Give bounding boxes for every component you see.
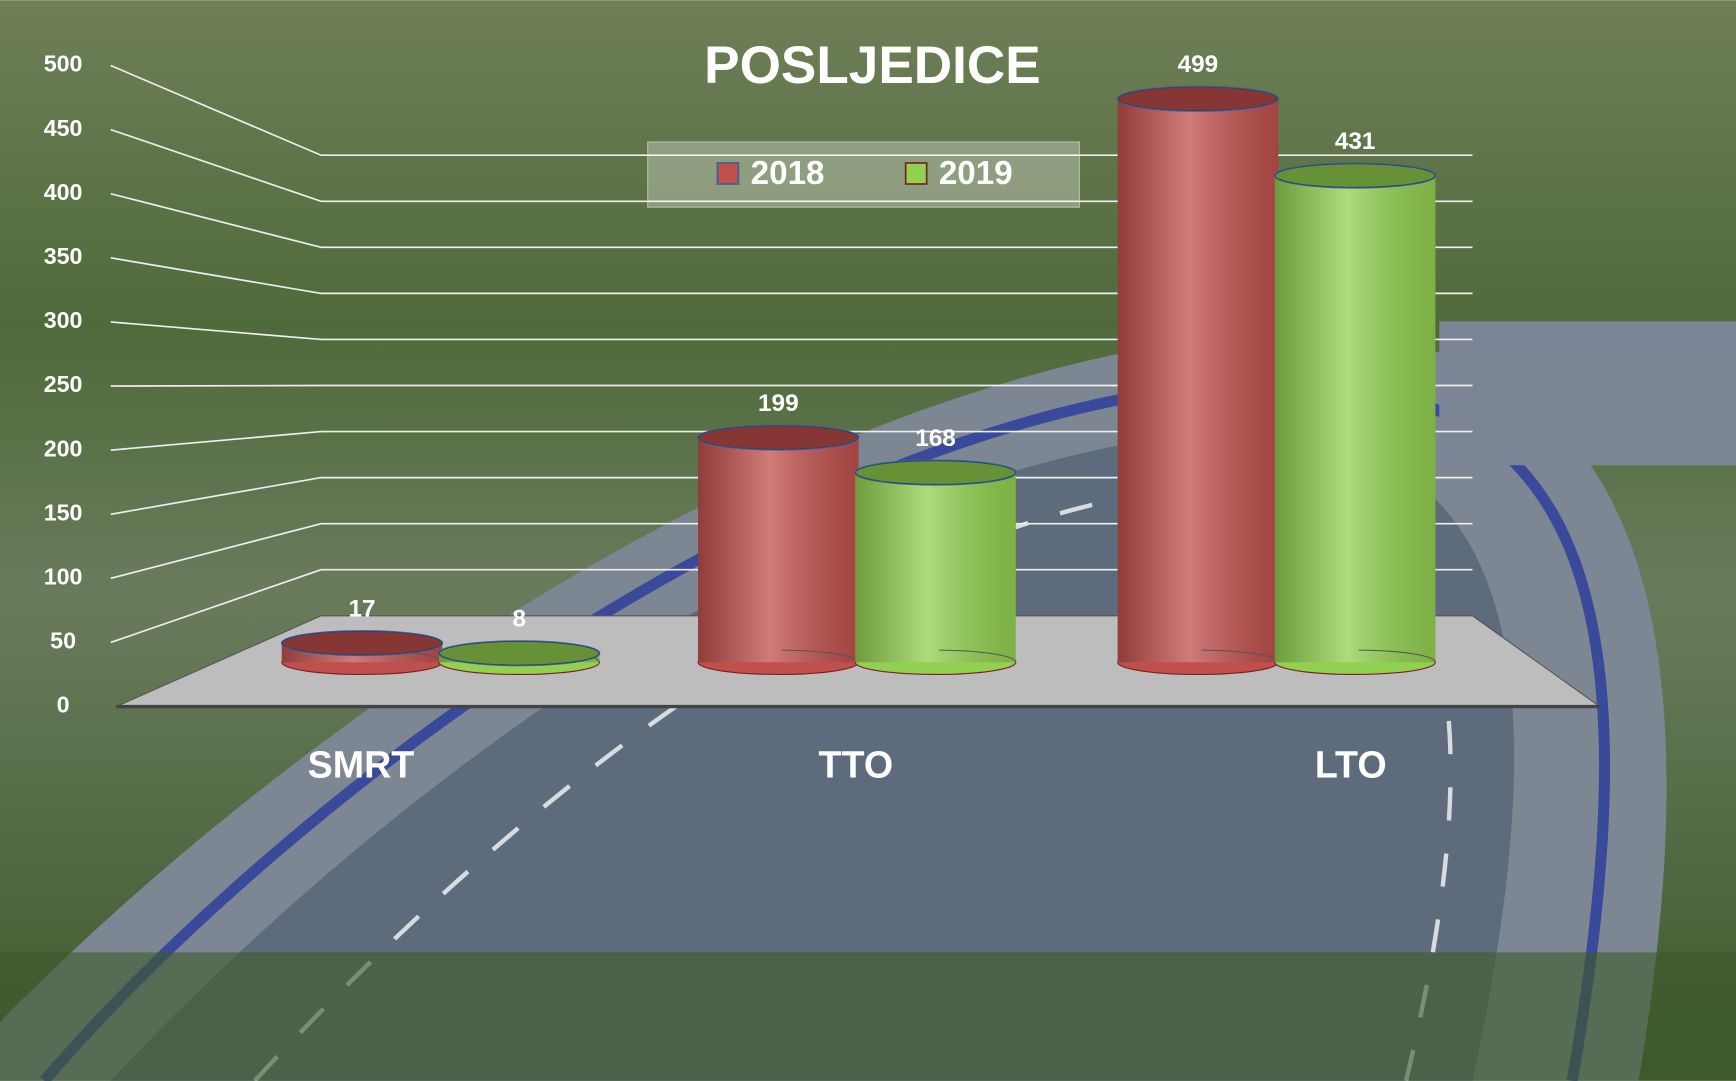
cylinder-top-shade (439, 641, 600, 665)
cylinder-top-shade (855, 460, 1016, 484)
cylinder (1118, 87, 1279, 675)
y-tick-label: 50 (50, 628, 76, 654)
page: {"chart_data": {"type": "bar", "title": … (0, 0, 1736, 1081)
x-tick-label: TTO (819, 743, 894, 785)
cylinder (698, 425, 859, 674)
chart-title: POSLJEDICE (704, 36, 1041, 95)
y-tick-label: 300 (44, 307, 83, 333)
y-tick-label: 100 (44, 564, 83, 590)
y-tick-label: 0 (57, 692, 70, 718)
legend: 2018 2019 (648, 142, 1080, 207)
x-tick-label: LTO (1315, 743, 1387, 785)
cylinder (1275, 163, 1436, 674)
cylinder-shine (1118, 99, 1279, 663)
chart: 17 199 499 8 168 431 POSLJEDICE 2018 2019 0 50 1… (0, 0, 1736, 1081)
cylinder-shine (855, 473, 1016, 663)
y-tick-label: 250 (44, 371, 83, 397)
value-label: 8 (512, 605, 526, 632)
value-label: 199 (758, 390, 799, 417)
cylinder-shine (698, 438, 859, 663)
cylinder-shine (1275, 176, 1436, 663)
value-label: 168 (915, 425, 956, 452)
cylinder-top-shade (1275, 163, 1436, 187)
legend-box (648, 142, 1080, 207)
cylinder (855, 460, 1016, 674)
legend-label: 2019 (939, 155, 1013, 192)
y-tick-label: 450 (44, 115, 83, 141)
y-tick-label: 400 (44, 179, 83, 205)
y-tick-label: 200 (44, 435, 83, 461)
cylinder-top-shade (1118, 87, 1279, 111)
cylinder-top-shade (698, 425, 859, 449)
cylinder-top-shade (282, 631, 443, 655)
legend-label: 2018 (751, 155, 825, 192)
value-label: 17 (348, 595, 375, 622)
y-tick-label: 500 (44, 51, 83, 77)
cylinder (282, 631, 443, 675)
cylinder (439, 641, 600, 674)
value-label: 431 (1335, 128, 1376, 155)
value-label: 499 (1178, 51, 1219, 78)
x-tick-label: SMRT (308, 743, 415, 785)
y-tick-label: 150 (44, 499, 83, 525)
legend-swatch (906, 163, 927, 184)
y-tick-label: 350 (44, 243, 83, 269)
legend-swatch (717, 163, 738, 184)
